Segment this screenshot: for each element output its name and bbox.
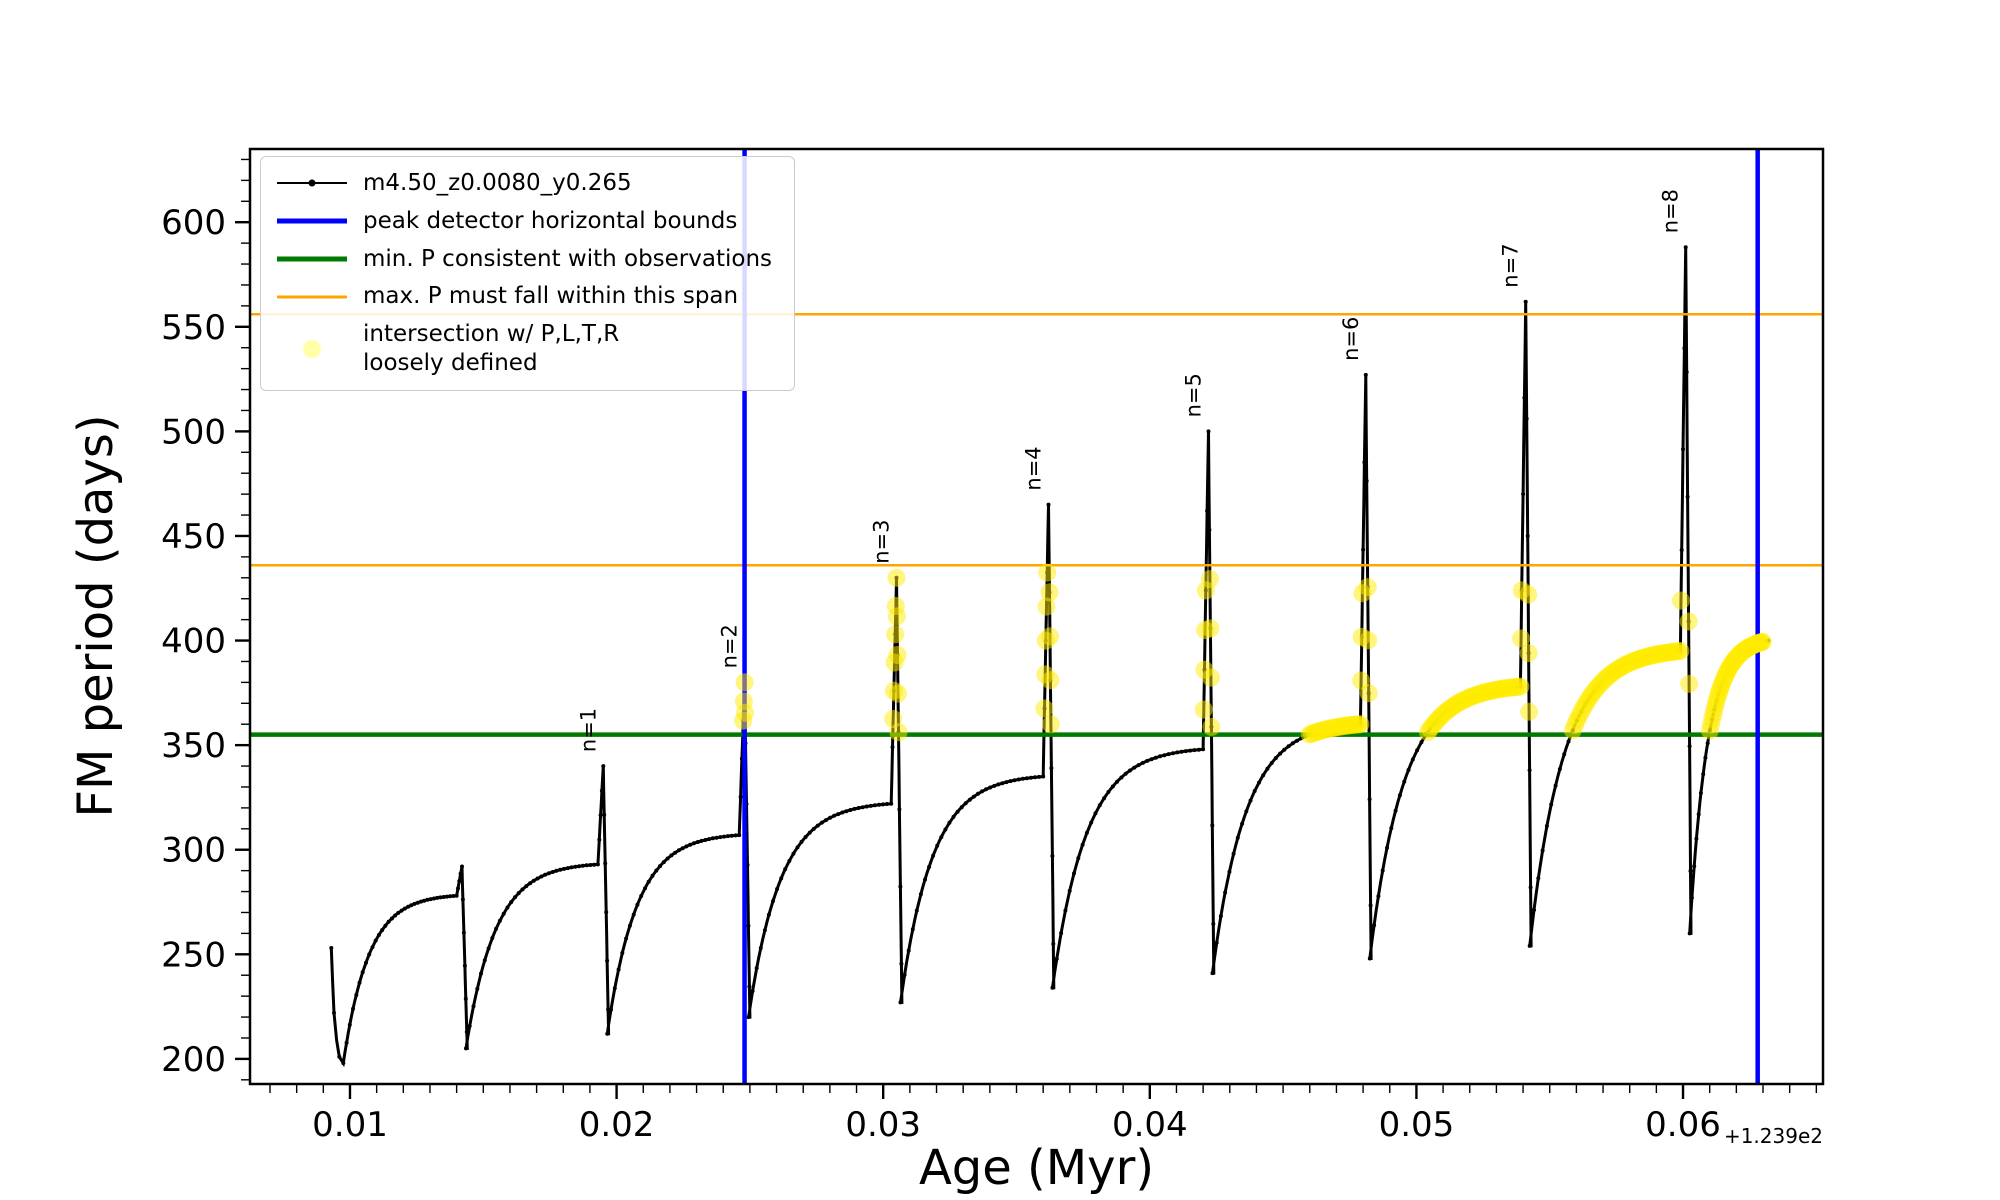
svg-text:450: 450 (161, 517, 226, 557)
axes-box (248, 147, 1825, 1086)
legend-label-max-p: max. P must fall within this span (363, 283, 739, 310)
blue-line-swatch (277, 207, 347, 235)
svg-text:n=6: n=6 (1339, 317, 1363, 361)
legend-label-min-p: min. P consistent with observations (363, 245, 773, 272)
svg-text:n=5: n=5 (1182, 373, 1206, 417)
svg-text:n=7: n=7 (1499, 243, 1523, 287)
svg-text:0.04: 0.04 (1112, 1105, 1188, 1145)
peak-labels: n=1 n=2 n=3 n=4 n=5 n=6 n=7 n=8 (576, 189, 1682, 752)
svg-text:550: 550 (161, 308, 226, 348)
svg-text:0.03: 0.03 (845, 1105, 921, 1145)
svg-text:n=1: n=1 (576, 708, 600, 752)
yellow-marker-swatch (277, 335, 347, 363)
svg-text:n=8: n=8 (1659, 189, 1683, 233)
green-line-swatch (277, 245, 347, 273)
y-axis-title: FM period (days) (68, 414, 124, 818)
svg-text:n=4: n=4 (1022, 446, 1046, 490)
axis-ticks (235, 158, 1818, 1099)
svg-text:300: 300 (161, 831, 226, 871)
series-line-swatch (277, 169, 347, 197)
x-axis-title: Age (Myr) (918, 1140, 1155, 1196)
svg-text:0.02: 0.02 (579, 1105, 655, 1145)
svg-text:500: 500 (161, 412, 226, 452)
svg-text:0.05: 0.05 (1379, 1105, 1455, 1145)
svg-text:200: 200 (161, 1040, 226, 1080)
legend-label-peak-bounds: peak detector horizontal bounds (363, 207, 738, 234)
svg-text:n=2: n=2 (718, 624, 742, 668)
svg-text:0.01: 0.01 (312, 1105, 388, 1145)
svg-text:600: 600 (161, 203, 226, 243)
svg-text:400: 400 (161, 622, 226, 662)
series-markers (329, 245, 1771, 1066)
legend-item-intersection: intersection w/ P,L,T,R loosely defined (277, 320, 772, 378)
svg-text:0.06: 0.06 (1645, 1105, 1721, 1145)
tick-labels: 0.01 0.02 0.03 0.04 0.05 0.06 200 250 300 350 400 4… (161, 203, 1721, 1145)
legend-item-peak-bounds: peak detector horizontal bounds (277, 207, 772, 236)
svg-text:350: 350 (161, 726, 226, 766)
x-axis-offset-text: +1.239e2 (1723, 1124, 1823, 1148)
legend-label-intersection: intersection w/ P,L,T,R loosely defined (363, 321, 620, 376)
legend-item-max-p: max. P must fall within this span (277, 282, 772, 311)
orange-line-swatch (277, 283, 347, 311)
svg-text:250: 250 (161, 935, 226, 975)
svg-text:n=3: n=3 (870, 520, 894, 564)
legend-label-series: m4.50_z0.0080_y0.265 (363, 170, 632, 196)
intersection-markers (734, 563, 1772, 744)
legend-item-series: m4.50_z0.0080_y0.265 (277, 169, 772, 198)
legend-item-min-p: min. P consistent with observations (277, 245, 772, 274)
legend: m4.50_z0.0080_y0.265 peak detector horiz… (260, 156, 796, 391)
